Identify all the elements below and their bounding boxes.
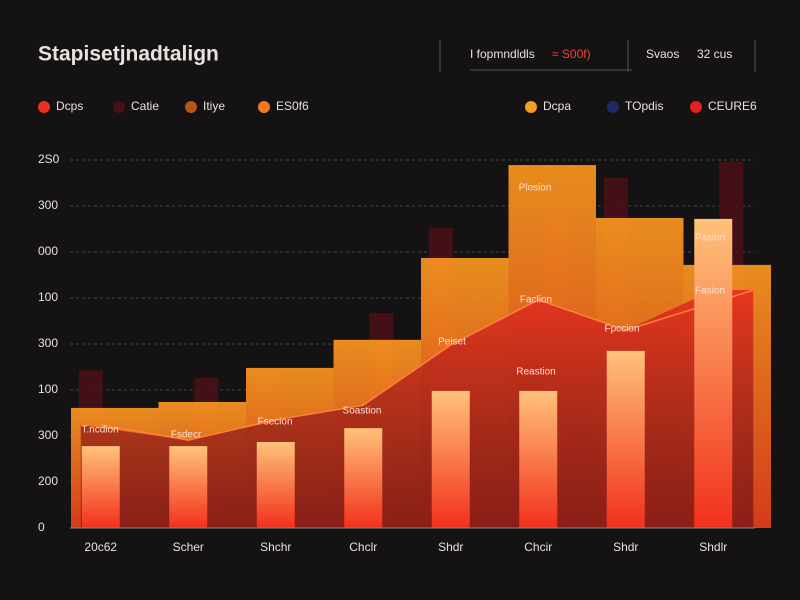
y-tick-label: 300 [38, 336, 58, 350]
annotation: Fasion [695, 286, 725, 297]
annotation: Fsdecr [171, 430, 202, 441]
legend-label: Dcpa [543, 99, 571, 113]
legend-label: CEURE6 [708, 99, 757, 113]
selector[interactable]: I fopmndldls [470, 47, 535, 61]
legend-swatch [690, 101, 702, 113]
annotation: Reastion [516, 367, 555, 378]
bar [606, 350, 645, 528]
bar [169, 446, 208, 528]
legend-label: TOpdis [625, 99, 663, 113]
x-tick-label: Scher [173, 540, 204, 554]
legend-swatch [607, 101, 619, 113]
y-tick-label: 2S0 [38, 152, 60, 166]
x-tick-label: 20c62 [84, 540, 117, 554]
legend-swatch [113, 101, 125, 113]
legend-label: Catie [131, 99, 159, 113]
annotation: Pasion [695, 233, 726, 244]
x-tick-label: Shdlr [699, 540, 727, 554]
annotation: Fpccion [604, 324, 639, 335]
header-count: 32 cus [697, 47, 732, 61]
annotation: Fsecion [257, 417, 292, 428]
annotation: Faclion [520, 295, 552, 306]
legend-swatch [258, 101, 270, 113]
bar [519, 390, 558, 528]
y-tick-label: 100 [38, 382, 58, 396]
annotation: Peiset [438, 337, 466, 348]
legend-swatch [525, 101, 537, 113]
legend-label: ES0f6 [276, 99, 309, 113]
legend-label: Itiye [203, 99, 225, 113]
line [100, 289, 754, 441]
y-tick-label: 0 [38, 520, 45, 534]
x-tick-label: Chcir [524, 540, 552, 554]
header-value: ≈ S00f) [552, 47, 591, 61]
bar [81, 446, 120, 528]
legend-swatch [185, 101, 197, 113]
x-tick-label: Shdr [438, 540, 463, 554]
y-tick-label: 300 [38, 428, 58, 442]
annotation: Plosion [519, 183, 552, 194]
legend-label: Dcps [56, 99, 83, 113]
y-tick-label: 100 [38, 290, 58, 304]
annotation: T.ncdion [81, 425, 118, 436]
y-tick-label: 000 [38, 244, 58, 258]
annotation: Soastion [343, 406, 382, 417]
bar [256, 441, 295, 528]
y-tick-label: 300 [38, 198, 58, 212]
y-tick-label: 200 [38, 474, 58, 488]
bar [431, 390, 470, 528]
area [80, 290, 754, 528]
legend-swatch [38, 101, 50, 113]
x-tick-label: Shdr [613, 540, 638, 554]
x-tick-label: Shchr [260, 540, 291, 554]
header-label: Svaos [646, 47, 679, 61]
bar [344, 428, 383, 528]
x-tick-label: Chclr [349, 540, 377, 554]
chart-title: Stapisetjnadtalign [38, 43, 219, 66]
bar [694, 218, 733, 528]
